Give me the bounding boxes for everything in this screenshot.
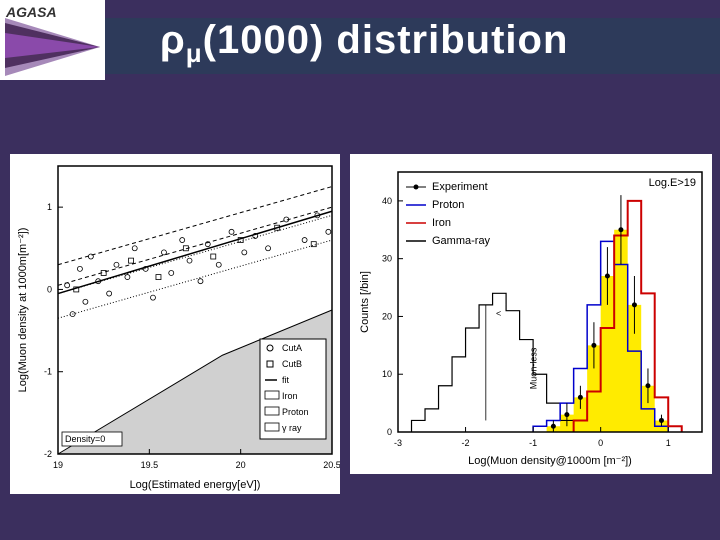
svg-text:-2: -2 — [44, 449, 52, 459]
svg-text:1: 1 — [47, 202, 52, 212]
svg-text:Density=0: Density=0 — [65, 434, 105, 444]
right-chart: Muon-less<-3-2-101010203040Log(Muon dens… — [350, 154, 712, 474]
svg-text:20.5: 20.5 — [323, 460, 340, 470]
svg-text:Log(Estimated energy[eV]): Log(Estimated energy[eV]) — [130, 479, 261, 491]
svg-text:10: 10 — [382, 369, 392, 379]
svg-text:1: 1 — [666, 438, 671, 448]
svg-text:0: 0 — [598, 438, 603, 448]
svg-text:Log.E>19: Log.E>19 — [649, 177, 696, 189]
logo-wedge-icon — [5, 18, 100, 76]
svg-text:<: < — [496, 308, 501, 318]
svg-text:-1: -1 — [529, 438, 537, 448]
svg-text:Counts [/bin]: Counts [/bin] — [359, 271, 371, 333]
svg-text:40: 40 — [382, 196, 392, 206]
svg-text:0: 0 — [47, 284, 52, 294]
svg-text:0: 0 — [387, 427, 392, 437]
svg-text:20: 20 — [382, 311, 392, 321]
svg-text:19.5: 19.5 — [141, 460, 159, 470]
svg-text:Proton: Proton — [432, 199, 464, 211]
svg-text:Proton: Proton — [282, 407, 309, 417]
left-chart-panel: 19 19.5 20 20.5 -2 -1 0 1 Log(Estimated energy[e… — [10, 154, 340, 494]
svg-text:CutA: CutA — [282, 343, 302, 353]
svg-text:-1: -1 — [44, 367, 52, 377]
svg-text:30: 30 — [382, 254, 392, 264]
svg-text:20: 20 — [236, 460, 246, 470]
svg-text:Iron: Iron — [282, 391, 298, 401]
page-title: ρμ(1000) distribution — [160, 18, 568, 69]
svg-text:Iron: Iron — [432, 217, 451, 229]
svg-text:Gamma-ray: Gamma-ray — [432, 235, 491, 247]
svg-text:-3: -3 — [394, 438, 402, 448]
svg-text:19: 19 — [53, 460, 63, 470]
svg-text:Muon-less: Muon-less — [528, 347, 538, 389]
svg-text:CutB: CutB — [282, 359, 302, 369]
svg-text:Experiment: Experiment — [432, 181, 488, 193]
right-chart-panel: Muon-less<-3-2-101010203040Log(Muon dens… — [350, 154, 712, 474]
svg-text:Log(Muon density at 1000m[m⁻²]: Log(Muon density at 1000m[m⁻²]) — [17, 228, 29, 393]
svg-text:γ ray: γ ray — [282, 423, 302, 433]
left-chart: 19 19.5 20 20.5 -2 -1 0 1 Log(Estimated energy[e… — [10, 154, 340, 494]
svg-text:Log(Muon density@1000m [m⁻²]): Log(Muon density@1000m [m⁻²]) — [468, 455, 632, 467]
logo: AGASA — [0, 0, 105, 80]
svg-text:-2: -2 — [462, 438, 470, 448]
svg-text:fit: fit — [282, 375, 290, 385]
